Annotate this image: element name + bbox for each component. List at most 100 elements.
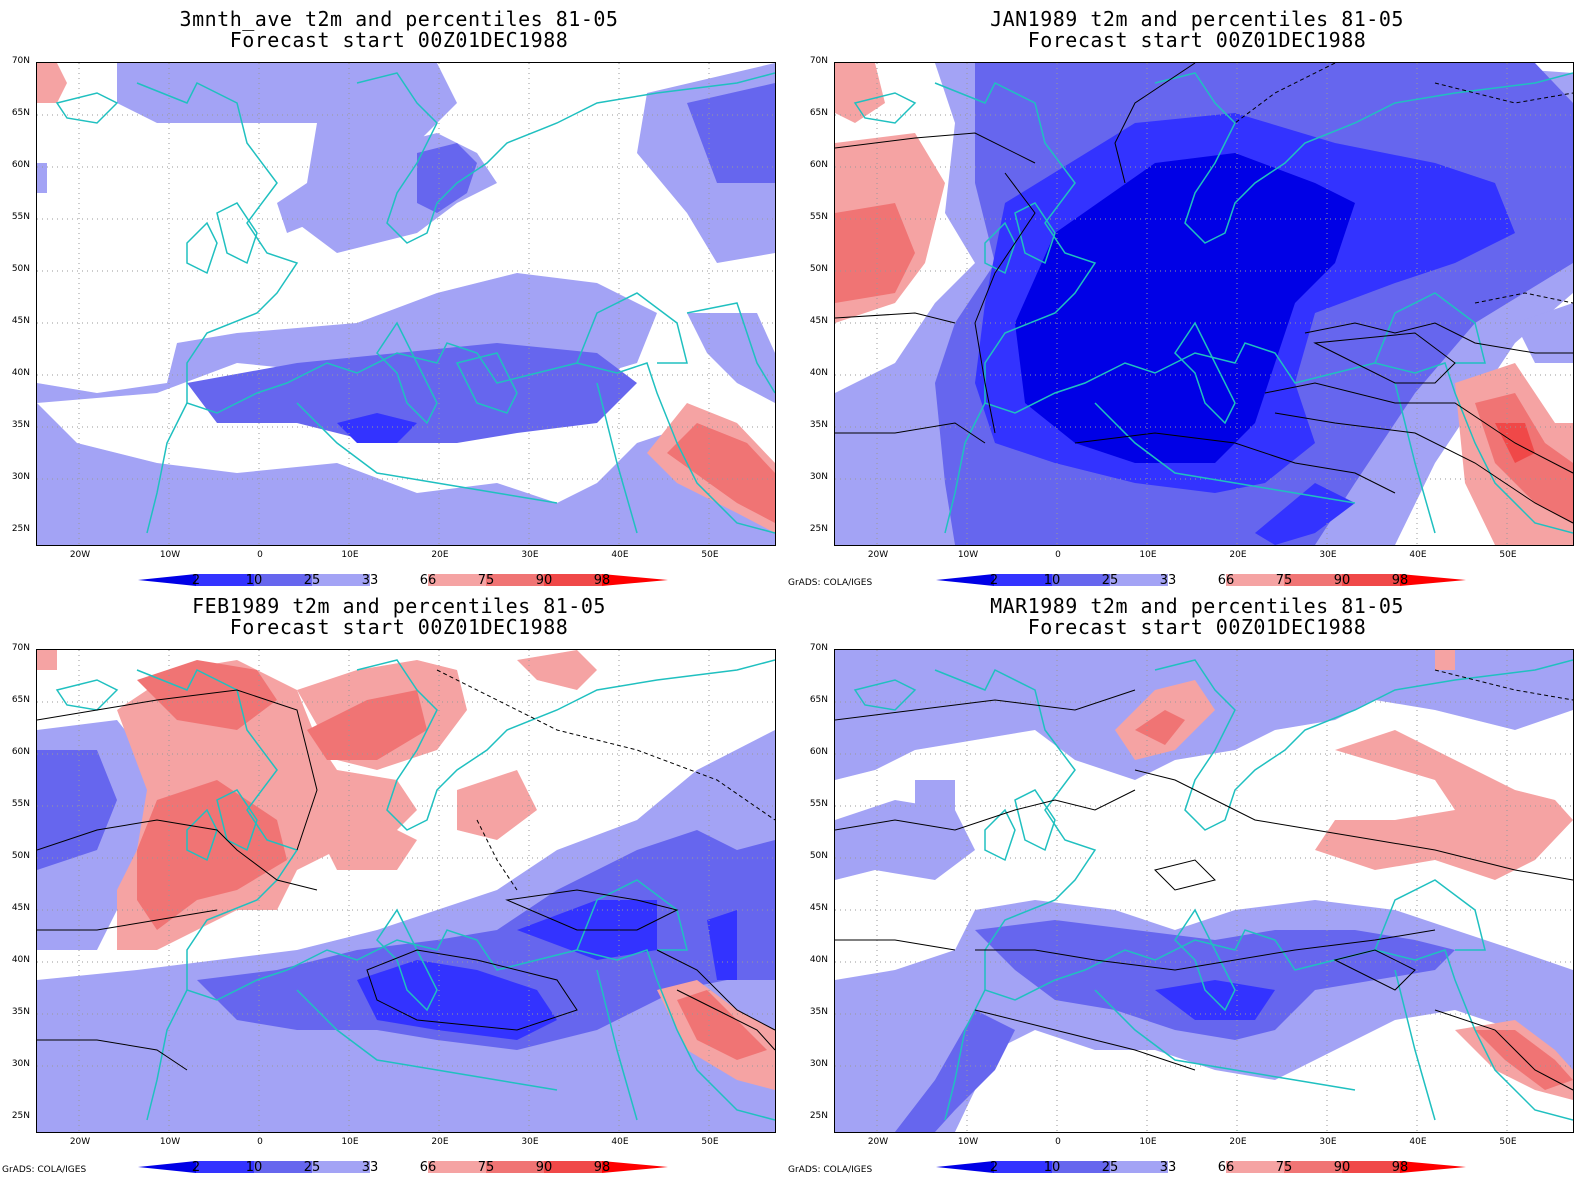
colorbar-tick: 33 <box>361 573 379 588</box>
shade-light-red <box>37 650 57 670</box>
grads-credit: GrADS: COLA/IGES <box>788 1165 873 1175</box>
colorbar-tick: 25 <box>1101 573 1119 588</box>
contour-line <box>1134 769 1573 881</box>
lat-label: 35N <box>11 420 30 430</box>
colorbar-tick: 98 <box>1391 1160 1409 1175</box>
colorbar-tick: 2 <box>191 1160 201 1175</box>
shade-light-blue <box>915 780 955 820</box>
lon-label: 40E <box>1409 1137 1427 1147</box>
lat-label: 45N <box>11 903 30 913</box>
coastline <box>186 221 218 275</box>
contour-line <box>1154 859 1216 891</box>
lat-label: 30N <box>11 472 30 482</box>
coastline <box>1094 989 1356 1091</box>
map-plot <box>834 62 1574 546</box>
colorbar-tick: 75 <box>477 1160 495 1175</box>
coastline <box>216 789 258 852</box>
contour-line <box>656 949 775 1031</box>
coastline <box>296 402 558 504</box>
colorbar-tick: 10 <box>245 573 263 588</box>
coastline <box>1014 202 1056 265</box>
colorbar-tick: 98 <box>1391 573 1409 588</box>
lat-label: 45N <box>809 903 828 913</box>
coastline <box>934 81 1573 534</box>
colorbar-tick: 10 <box>245 1160 263 1175</box>
lon-label: 10W <box>159 550 181 560</box>
colorbar-tick: 90 <box>535 1160 553 1175</box>
panel-title-line2: Forecast start 00Z01DEC1988 <box>229 28 569 52</box>
shade-red <box>677 990 767 1060</box>
shade-light-red <box>317 820 417 870</box>
lon-label: 20W <box>69 550 91 560</box>
coastline <box>216 202 258 265</box>
panel-title-line1: JAN1989 t2m and percentiles 81-05 <box>990 7 1404 31</box>
lat-label: 25N <box>11 1111 30 1121</box>
contour-line <box>975 929 1436 971</box>
coastline <box>296 989 558 1091</box>
shade-light-red <box>517 650 597 690</box>
lat-label: 60N <box>11 747 30 757</box>
lat-label: 55N <box>809 212 828 222</box>
colorbar-tick: 66 <box>419 1160 437 1175</box>
panel-title-line2: Forecast start 00Z01DEC1988 <box>1027 615 1367 639</box>
coastline <box>984 221 1016 275</box>
contour-line <box>835 789 1136 831</box>
contour-line <box>835 312 956 324</box>
lat-label: 55N <box>11 212 30 222</box>
shade-light-blue <box>37 403 775 545</box>
contour-line <box>1333 949 1416 991</box>
colorbar-tick: 2 <box>191 573 201 588</box>
lon-label: 20E <box>431 1137 449 1147</box>
contour-line <box>1304 322 1573 354</box>
coastline <box>146 989 188 1121</box>
shade-mid-blue <box>187 343 637 443</box>
contour-line <box>1234 63 1336 124</box>
colorbar-tick: 90 <box>1333 1160 1351 1175</box>
lat-label: 50N <box>809 851 828 861</box>
lat-label: 70N <box>11 56 30 66</box>
contour-line <box>436 669 775 821</box>
panel-title-line1: FEB1989 t2m and percentiles 81-05 <box>192 594 606 618</box>
lon-label: 30E <box>521 550 539 560</box>
panel-3month-average: 3mnth_ave t2m and percentiles 81-05 Fore… <box>0 0 798 598</box>
shade-dark-blue <box>707 910 737 980</box>
lat-label: 40N <box>11 368 30 378</box>
lat-label: 35N <box>809 420 828 430</box>
colorbar-tick: 25 <box>303 1160 321 1175</box>
lon-label: 40E <box>1409 550 1427 560</box>
lat-label: 60N <box>809 160 828 170</box>
lon-label: 10W <box>159 1137 181 1147</box>
lon-label: 50E <box>701 1137 719 1147</box>
lat-label: 65N <box>809 695 828 705</box>
map-plot <box>36 649 776 1133</box>
shade-mid-blue <box>197 830 775 1050</box>
contour-line <box>1434 1009 1573 1091</box>
lon-label: 50E <box>701 550 719 560</box>
lon-label: 20E <box>1229 1137 1247 1147</box>
lat-label: 50N <box>809 264 828 274</box>
contour-line <box>1474 292 1573 304</box>
lat-label: 35N <box>11 1007 30 1017</box>
grads-credit: GrADS: COLA/IGES <box>2 1165 87 1175</box>
lat-label: 60N <box>809 747 828 757</box>
colorbar-tick: 90 <box>535 573 553 588</box>
coastline <box>1374 879 1486 951</box>
shade-red <box>1475 1030 1573 1090</box>
coastline <box>455 352 518 414</box>
colorbar-tick: 66 <box>1217 573 1235 588</box>
coastline <box>376 908 438 1012</box>
lon-label: 0 <box>1055 1137 1061 1147</box>
contour-line <box>366 949 578 1031</box>
colorbar-tick: 10 <box>1043 573 1061 588</box>
lat-label: 65N <box>11 695 30 705</box>
colorbar <box>936 574 1466 586</box>
coastline <box>1374 292 1486 364</box>
lon-label: 10W <box>957 550 979 560</box>
coastline <box>356 659 775 831</box>
contour-line <box>476 819 518 891</box>
lon-label: 0 <box>257 1137 263 1147</box>
contour-line <box>505 889 679 931</box>
coastline <box>356 72 775 244</box>
shade-mid-blue <box>895 1010 1015 1132</box>
lon-label: 30E <box>521 1137 539 1147</box>
